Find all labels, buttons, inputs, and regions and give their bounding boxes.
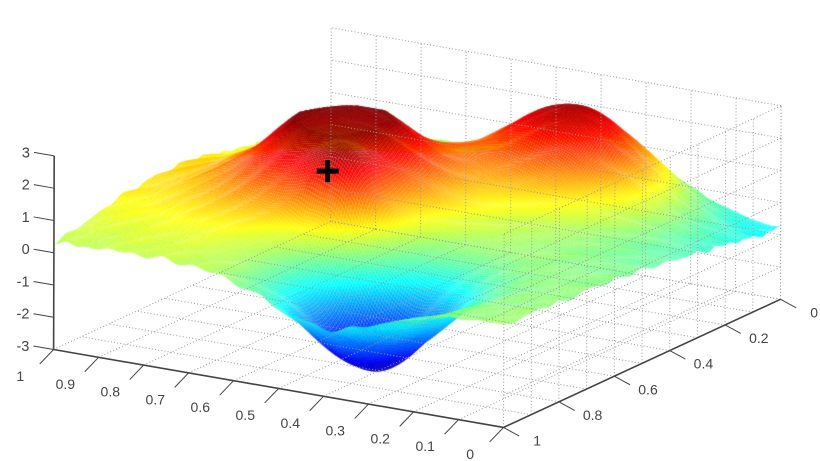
svg-text:0.9: 0.9 [56,376,76,392]
svg-text:0.4: 0.4 [694,356,714,372]
svg-text:0.5: 0.5 [236,407,256,423]
svg-text:3: 3 [22,145,30,161]
svg-text:2: 2 [22,178,30,194]
svg-text:-3: -3 [16,339,29,355]
svg-text:-2: -2 [17,307,30,323]
svg-text:0.6: 0.6 [191,399,211,415]
svg-text:0: 0 [810,304,818,320]
svg-text:0.7: 0.7 [146,391,166,407]
svg-text:0.8: 0.8 [101,384,121,400]
svg-text:-1: -1 [17,274,30,290]
svg-text:1: 1 [16,368,24,384]
svg-text:1: 1 [533,433,541,449]
svg-text:0.6: 0.6 [638,381,658,397]
svg-text:1: 1 [22,210,30,226]
svg-text:0.4: 0.4 [281,415,301,431]
svg-text:0.3: 0.3 [326,423,346,439]
svg-text:0.8: 0.8 [583,407,603,423]
svg-text:0: 0 [22,242,30,258]
svg-text:0.1: 0.1 [415,438,435,454]
svg-text:0.2: 0.2 [749,330,769,346]
svg-text:0.2: 0.2 [370,430,390,446]
svg-text:0: 0 [466,446,474,461]
